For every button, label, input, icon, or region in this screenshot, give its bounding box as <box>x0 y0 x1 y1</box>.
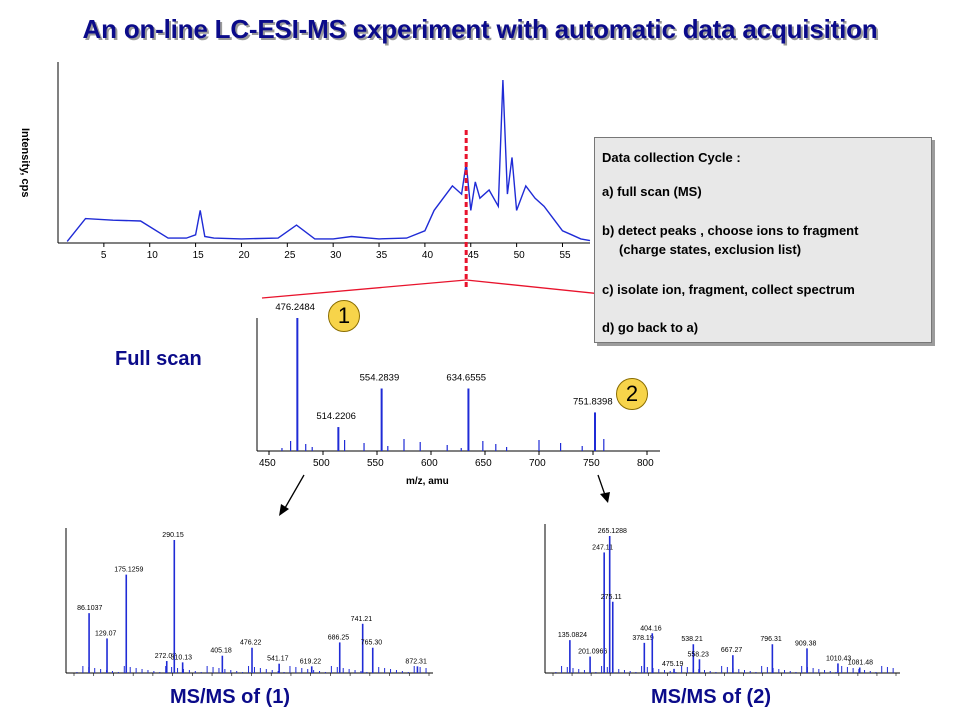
chromatogram-y-label: Intensity, cps <box>19 128 31 197</box>
msms2-label: MS/MS of (2) <box>651 686 771 708</box>
fullscan-peak-label: 634.6555 <box>446 372 486 383</box>
cycle-heading: Data collection Cycle : <box>602 150 741 165</box>
chromatogram-tick-label: 15 <box>193 250 205 261</box>
arrow-to-msms1 <box>284 474 305 509</box>
msms1-peak-label: 290.15 <box>162 532 184 539</box>
msms1-peak-label: 175.1259 <box>114 567 143 574</box>
data-collection-cycle-box: Data collection Cycle : a) full scan (MS… <box>594 137 932 343</box>
fullscan-tick-label: 450 <box>259 458 276 469</box>
chromatogram-tick-label: 30 <box>330 250 342 261</box>
msms2-peak-label: 378.19 <box>632 635 654 642</box>
msms1-peak-label: 686.25 <box>328 634 350 641</box>
fullscan-tick-label: 550 <box>367 458 384 469</box>
msms2-peak-label: 404.16 <box>640 625 662 632</box>
msms1-peak-label: 619.22 <box>300 658 322 665</box>
chromatogram-tick-label: 20 <box>238 250 250 261</box>
msms1-peak-label: 541.17 <box>267 656 289 663</box>
chromatogram-tick-label: 50 <box>514 250 526 261</box>
cycle-step-c: c) isolate ion, fragment, collect spectr… <box>602 282 855 297</box>
msms2-peak-label: 1010.43 <box>826 655 851 662</box>
msms1-peak-label: 405.18 <box>210 648 232 655</box>
msms2-peak-label: 538.21 <box>681 636 703 643</box>
msms2-peak-label: 796.31 <box>760 636 782 643</box>
msms1-peak-label: 129.07 <box>95 630 117 637</box>
msms1-peak-label: 765.30 <box>361 640 383 647</box>
msms2-peak-label: 275.11 <box>601 594 622 601</box>
fullscan-tick-label: 700 <box>529 458 546 469</box>
fullscan-peak-label: 751.8398 <box>573 396 613 407</box>
msms1-peak-label: 741.21 <box>351 616 373 623</box>
cycle-step-b-detail: (charge states, exclusion list) <box>619 242 802 257</box>
msms1-peak-label: 272.07 <box>155 653 177 660</box>
msms1-peak-label: 872.31 <box>405 658 427 665</box>
msms2-peak-label: 909.38 <box>795 640 817 647</box>
chromatogram-tick-label: 55 <box>559 250 571 261</box>
msms1-label: MS/MS of (1) <box>170 686 290 708</box>
chromatogram-tick-label: 25 <box>284 250 296 261</box>
full-scan-label: Full scan <box>115 348 202 370</box>
msms2-peak-label: 475.19 <box>662 661 684 668</box>
msms2-peak-label: 558.23 <box>687 651 709 658</box>
chromatogram-tick-label: 5 <box>101 250 107 261</box>
precursor-1-marker: 1 <box>328 300 360 332</box>
chromatogram-tick-label: 45 <box>468 250 480 261</box>
cycle-step-d: d) go back to a) <box>602 320 699 335</box>
msms2-peak-label: 247.11 <box>592 544 613 551</box>
cycle-step-b: b) detect peaks , choose ions to fragmen… <box>602 223 859 238</box>
chromatogram-tick-label: 10 <box>147 250 159 261</box>
slide-title: An on-line LC-ESI-MS experiment with aut… <box>82 14 878 44</box>
fullscan-peak-label: 514.2206 <box>316 411 356 422</box>
msms2-peak-label: 201.0966 <box>578 649 607 656</box>
zoom-line-left <box>261 279 467 299</box>
msms2-peak-label: 667.27 <box>721 647 743 654</box>
msms2-peak-label: 265.1288 <box>598 528 627 535</box>
msms2-peak-label: 1081.48 <box>848 660 873 667</box>
fullscan-x-label: m/z, amu <box>406 476 449 487</box>
chromatogram-tick-label: 40 <box>422 250 434 261</box>
msms2-peak-label: 135.0824 <box>558 632 587 639</box>
msms1-peak-label: 310.13 <box>171 654 193 661</box>
fullscan-tick-label: 600 <box>421 458 438 469</box>
fullscan-tick-label: 750 <box>583 458 600 469</box>
chromatogram-tick-label: 35 <box>376 250 388 261</box>
arrow-to-msms2 <box>597 474 606 496</box>
msms1-peak-label: 476.22 <box>240 640 262 647</box>
chromatogram-trace <box>66 79 591 242</box>
fullscan-tick-label: 650 <box>475 458 492 469</box>
fullscan-tick-label: 800 <box>637 458 654 469</box>
fullscan-tick-label: 500 <box>313 458 330 469</box>
precursor-2-marker: 2 <box>616 378 648 410</box>
arrow-to-msms1-head <box>279 504 289 516</box>
msms1-peak-label: 86.1037 <box>77 605 102 612</box>
arrow-to-msms2-head <box>600 492 610 503</box>
cycle-step-a: a) full scan (MS) <box>602 184 702 199</box>
fullscan-peak-label: 554.2839 <box>360 372 400 383</box>
fullscan-peak-label: 476.2484 <box>275 302 315 313</box>
